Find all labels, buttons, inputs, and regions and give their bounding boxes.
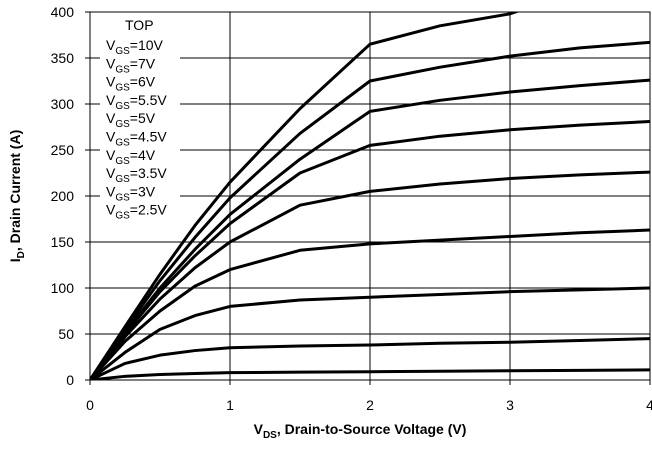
y-tick-label: 400	[51, 4, 75, 20]
y-tick-label: 250	[51, 142, 75, 158]
legend-box	[100, 16, 180, 238]
y-tick-label: 0	[66, 372, 74, 388]
curve	[90, 337, 650, 380]
y-tick-label: 300	[51, 96, 75, 112]
x-tick-label: 2	[366, 397, 374, 413]
y-axis-title: ID, Drain Current (A)	[7, 130, 27, 262]
legend-entry: VGS=2.5V	[106, 202, 167, 222]
legend-entry: VGS=6V	[106, 74, 156, 94]
x-tick-label: 4	[646, 397, 652, 413]
y-tick-label: 350	[51, 50, 75, 66]
legend-entry: VGS=5V	[106, 110, 156, 130]
legend-entry: VGS=5.5V	[106, 92, 167, 112]
x-tick-label: 0	[86, 397, 94, 413]
x-tick-label: 3	[506, 397, 514, 413]
y-tick-label: 50	[58, 326, 74, 342]
legend-entry: VGS=10V	[106, 37, 164, 57]
curve	[90, 368, 650, 380]
legend-title: TOP	[125, 17, 154, 33]
legend-entry: VGS=3.5V	[106, 165, 167, 185]
legend-entry: VGS=4.5V	[106, 129, 167, 149]
curve	[90, 228, 650, 380]
curve	[90, 119, 650, 380]
legend-entry: VGS=4V	[106, 147, 156, 167]
curve	[90, 286, 650, 380]
legend-entry: VGS=7V	[106, 55, 156, 75]
y-tick-label: 100	[51, 280, 75, 296]
y-tick-label: 200	[51, 188, 75, 204]
x-tick-label: 1	[226, 397, 234, 413]
curve	[90, 12, 520, 380]
curve	[90, 40, 650, 380]
curve	[90, 170, 650, 380]
curve	[90, 78, 650, 380]
x-axis-title: VDS, Drain-to-Source Voltage (V)	[254, 421, 467, 441]
legend-entry: VGS=3V	[106, 183, 156, 203]
y-tick-label: 150	[51, 234, 75, 250]
